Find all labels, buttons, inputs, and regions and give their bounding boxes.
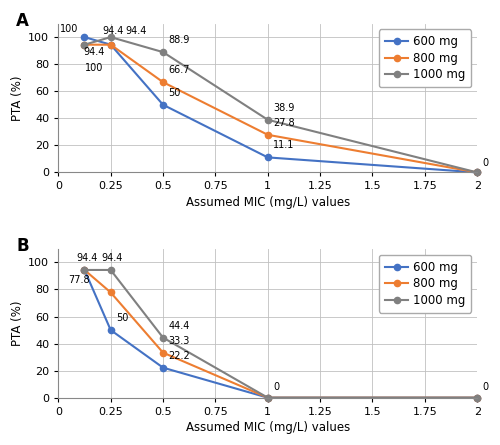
X-axis label: Assumed MIC (mg/L) values: Assumed MIC (mg/L) values	[186, 196, 350, 209]
1000 mg	[108, 267, 114, 273]
600 mg	[474, 170, 480, 175]
Text: 0: 0	[274, 382, 280, 392]
Text: 94.4: 94.4	[125, 26, 146, 36]
Line: 600 mg: 600 mg	[82, 267, 480, 401]
800 mg	[474, 170, 480, 175]
Text: 94.4: 94.4	[103, 26, 124, 36]
600 mg	[160, 365, 166, 370]
800 mg	[160, 80, 166, 85]
Line: 800 mg: 800 mg	[82, 41, 480, 175]
Line: 800 mg: 800 mg	[82, 267, 480, 401]
600 mg	[82, 34, 87, 40]
Text: 50: 50	[116, 313, 128, 323]
800 mg	[265, 395, 271, 401]
Text: A: A	[16, 12, 30, 30]
1000 mg	[160, 49, 166, 55]
Text: 100: 100	[60, 24, 78, 34]
Text: 38.9: 38.9	[274, 103, 294, 113]
600 mg	[265, 395, 271, 401]
800 mg	[474, 395, 480, 401]
Legend: 600 mg, 800 mg, 1000 mg: 600 mg, 800 mg, 1000 mg	[379, 29, 472, 87]
1000 mg	[265, 395, 271, 401]
800 mg	[82, 267, 87, 273]
Text: 66.7: 66.7	[168, 65, 190, 75]
600 mg	[265, 155, 271, 160]
Text: 22.2: 22.2	[168, 351, 190, 361]
800 mg	[160, 350, 166, 355]
Y-axis label: PTA (%): PTA (%)	[11, 300, 24, 346]
Legend: 600 mg, 800 mg, 1000 mg: 600 mg, 800 mg, 1000 mg	[379, 255, 472, 313]
Text: 0: 0	[483, 382, 489, 392]
X-axis label: Assumed MIC (mg/L) values: Assumed MIC (mg/L) values	[186, 421, 350, 434]
Line: 600 mg: 600 mg	[82, 34, 480, 175]
600 mg	[108, 42, 114, 47]
1000 mg	[108, 34, 114, 40]
1000 mg	[82, 42, 87, 47]
600 mg	[82, 267, 87, 273]
Text: 94.4: 94.4	[84, 47, 104, 57]
800 mg	[82, 42, 87, 47]
Text: 77.8: 77.8	[68, 275, 90, 286]
1000 mg	[265, 117, 271, 122]
600 mg	[160, 102, 166, 107]
800 mg	[265, 132, 271, 138]
1000 mg	[474, 395, 480, 401]
Text: 44.4: 44.4	[168, 321, 190, 331]
1000 mg	[474, 170, 480, 175]
600 mg	[474, 395, 480, 401]
Text: 50: 50	[168, 88, 181, 98]
Text: 27.8: 27.8	[274, 118, 295, 128]
Text: B: B	[16, 237, 29, 255]
Line: 1000 mg: 1000 mg	[82, 34, 480, 175]
Text: 94.4: 94.4	[76, 253, 98, 263]
Text: 11.1: 11.1	[274, 141, 294, 150]
Text: 0: 0	[483, 158, 489, 168]
1000 mg	[160, 335, 166, 340]
800 mg	[108, 290, 114, 295]
Y-axis label: PTA (%): PTA (%)	[11, 75, 24, 121]
Text: 100: 100	[85, 63, 103, 73]
Text: 33.3: 33.3	[168, 336, 190, 346]
Line: 1000 mg: 1000 mg	[82, 267, 480, 401]
600 mg	[108, 328, 114, 333]
800 mg	[108, 42, 114, 47]
Text: 94.4: 94.4	[102, 253, 123, 263]
Text: 88.9: 88.9	[168, 35, 190, 45]
1000 mg	[82, 267, 87, 273]
